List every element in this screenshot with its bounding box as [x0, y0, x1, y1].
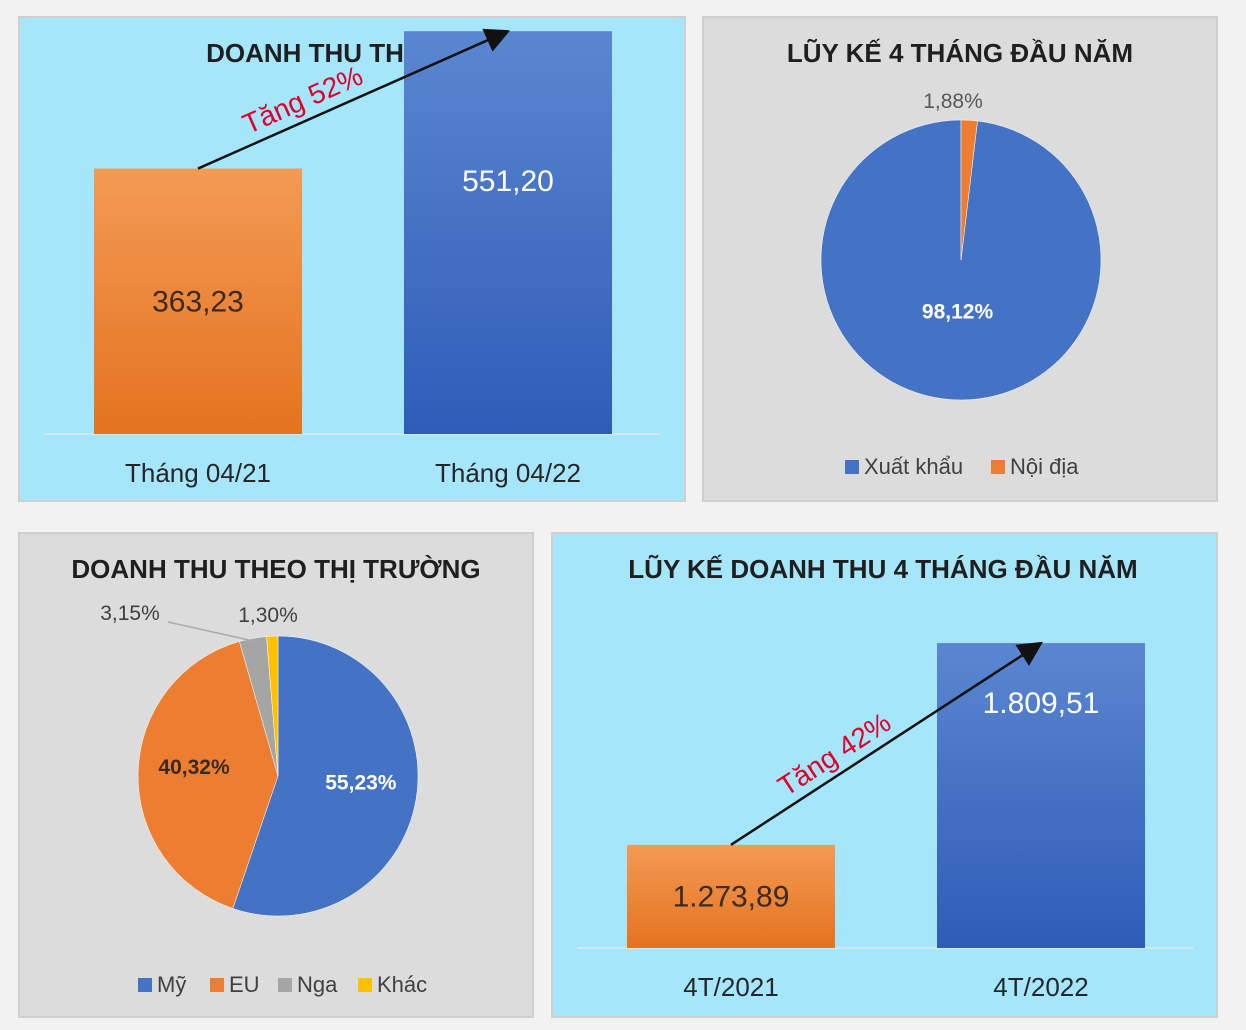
pie-label-3: 1,30%: [238, 604, 298, 627]
monthly-revenue-chart-panel: DOANH THU THÁNG 04 363,23 Tháng 04/21 551,…: [18, 16, 686, 502]
bar-value-label-0: 363,23: [152, 285, 244, 318]
bar-value-label-1: 1.809,51: [983, 687, 1100, 720]
legend-label-0: Mỹ: [157, 972, 186, 997]
bar-value-label-1: 551,20: [462, 165, 554, 198]
legend-swatch-2: [278, 978, 292, 992]
growth-annotation: Tăng 52%: [238, 60, 367, 140]
pie-label-0: 55,23%: [325, 772, 397, 795]
pie-label-1: 40,32%: [158, 756, 230, 779]
category-label-0: Tháng 04/21: [125, 458, 271, 488]
pie-slice-1: [960, 119, 978, 261]
bar-0: [94, 168, 302, 435]
legend-label-1: EU: [229, 972, 260, 997]
bar-1: [404, 31, 612, 434]
bar-1: [937, 643, 1145, 948]
category-label-0: 4T/2021: [683, 972, 778, 1002]
ytd-split-chart-panel: LŨY KẾ 4 THÁNG ĐẦU NĂM 98,12% 1,88% Xuất …: [702, 16, 1218, 502]
legend-label-2: Nga: [297, 972, 338, 997]
chart-title: DOANH THU THEO THỊ TRƯỜNG: [71, 554, 480, 584]
ytd-revenue-chart-panel: LŨY KẾ DOANH THU 4 THÁNG ĐẦU NĂM 1.273,8…: [551, 532, 1218, 1018]
legend-swatch-0: [845, 460, 859, 474]
pie-slice-1: [137, 641, 279, 909]
legend-swatch-1: [991, 460, 1005, 474]
ytd-split-chart: LŨY KẾ 4 THÁNG ĐẦU NĂM 98,12% 1,88% Xuất …: [787, 38, 1133, 479]
category-label-1: Tháng 04/22: [435, 458, 581, 488]
chart-title: LŨY KẾ 4 THÁNG ĐẦU NĂM: [787, 38, 1133, 68]
growth-annotation: Tăng 42%: [772, 706, 896, 802]
pie-label-1: 1,88%: [923, 90, 983, 113]
pie-label-0: 98,12%: [922, 301, 994, 324]
legend-label-3: Khác: [377, 972, 427, 997]
legend-swatch-0: [138, 978, 152, 992]
pie-slice-0: [232, 635, 419, 917]
chart-title: LŨY KẾ DOANH THU 4 THÁNG ĐẦU NĂM: [628, 554, 1137, 584]
ytd-revenue-chart: LŨY KẾ DOANH THU 4 THÁNG ĐẦU NĂM 1.273,8…: [577, 554, 1193, 1002]
pie-label-2: 3,15%: [100, 602, 160, 625]
legend-label-1: Nội địa: [1010, 454, 1079, 479]
bar-value-label-0: 1.273,89: [673, 880, 790, 913]
growth-arrow: [197, 28, 511, 170]
leader-line-2: [167, 621, 254, 642]
legend-label-0: Xuất khẩu: [864, 454, 963, 479]
market-revenue-chart: DOANH THU THEO THỊ TRƯỜNG 55,23% 40,32% 3,…: [71, 554, 480, 997]
bar-0: [627, 844, 835, 948]
legend-swatch-3: [358, 978, 372, 992]
category-label-1: 4T/2022: [993, 972, 1088, 1002]
market-revenue-chart-panel: DOANH THU THEO THỊ TRƯỜNG 55,23% 40,32% 3,…: [18, 532, 534, 1018]
pie-slice-3: [266, 635, 279, 777]
legend-swatch-1: [210, 978, 224, 992]
growth-arrow: [730, 641, 1044, 846]
